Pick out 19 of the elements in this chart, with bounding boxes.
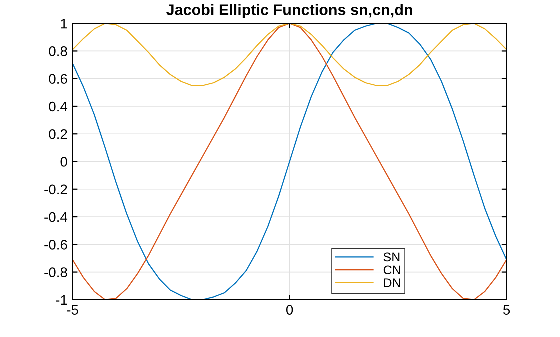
y-tick-label: 0.2 (49, 129, 68, 140)
y-tick-label: 0.6 (49, 74, 68, 84)
legend-label: SN (384, 252, 400, 262)
chart-title: Jacobi Elliptic Functions sn,cn,dn (166, 4, 412, 18)
y-tick-label: -0.6 (44, 240, 68, 250)
y-tick-label: 0.4 (49, 102, 68, 112)
legend-label: CN (384, 266, 400, 275)
y-tick-label: 1 (61, 19, 68, 29)
y-tick-label: -1 (56, 295, 68, 305)
y-tick-label: -0.2 (44, 184, 68, 195)
x-tick-label: 5 (503, 305, 510, 315)
y-tick-label: -0.4 (44, 212, 68, 222)
y-tick-label: -0.8 (44, 268, 68, 278)
y-tick-label: 0.8 (49, 46, 68, 56)
line-series (72, 24, 507, 300)
y-tick-label: 0 (60, 157, 68, 167)
x-tick-label: 0 (286, 305, 294, 315)
legend-label: DN (384, 278, 400, 288)
x-tick-label: -5 (67, 305, 78, 315)
